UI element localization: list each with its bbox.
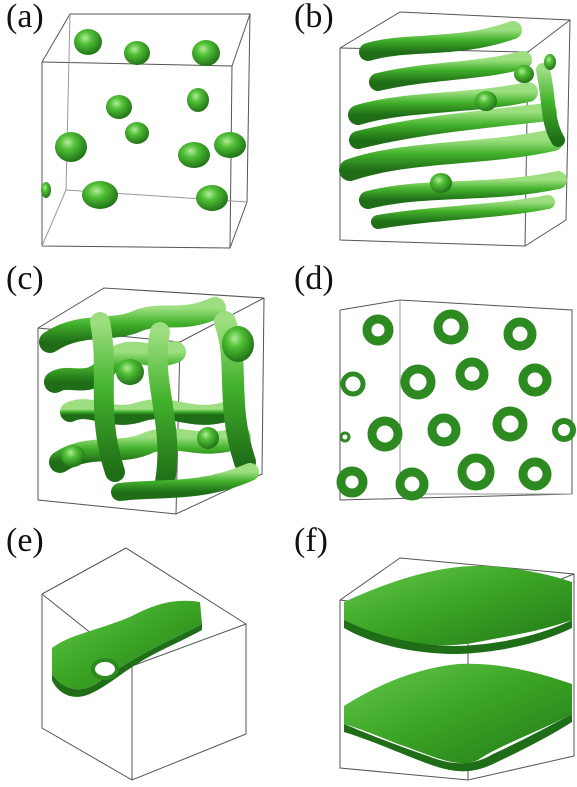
cylinder bbox=[536, 63, 565, 147]
panel-d: (d) bbox=[288, 262, 576, 524]
ring bbox=[518, 457, 552, 491]
ring bbox=[552, 418, 576, 442]
panel-a: (a) bbox=[0, 0, 288, 262]
cylinder bbox=[339, 129, 564, 181]
micelle bbox=[106, 95, 132, 119]
ring bbox=[395, 467, 429, 501]
cylinder bbox=[359, 171, 567, 209]
micelle bbox=[124, 41, 150, 65]
panel-e: (e) bbox=[0, 524, 288, 786]
cylinder bbox=[359, 21, 522, 61]
panel-e-figure bbox=[41, 547, 247, 781]
micelle bbox=[74, 29, 102, 55]
network-nodes bbox=[61, 326, 254, 467]
micelle bbox=[196, 185, 228, 211]
panel-d-figure bbox=[336, 299, 576, 501]
lamella-lower-edge bbox=[344, 714, 572, 772]
panel-b-figure bbox=[339, 11, 571, 247]
cylinder bbox=[371, 195, 555, 229]
micelle bbox=[178, 142, 210, 168]
micelle bbox=[125, 122, 149, 144]
panel-f: (f) bbox=[288, 524, 576, 786]
network-strut bbox=[147, 322, 178, 492]
panel-label-a: (a) bbox=[6, 0, 44, 35]
ring bbox=[455, 357, 489, 391]
cylinder-end bbox=[475, 91, 497, 111]
panel-label-e: (e) bbox=[6, 522, 44, 559]
panel-f-figure bbox=[339, 557, 575, 781]
network-node bbox=[61, 445, 85, 467]
micelle bbox=[214, 132, 246, 158]
lamella-hole bbox=[91, 658, 119, 680]
lamella bbox=[52, 600, 202, 697]
lamella-sheet bbox=[52, 600, 202, 690]
cylinder-end bbox=[544, 54, 556, 70]
cylinder bbox=[349, 103, 557, 149]
network-strut bbox=[90, 312, 125, 482]
network-strut bbox=[60, 399, 235, 425]
cylinder bbox=[348, 82, 538, 125]
simulation-box bbox=[339, 299, 573, 501]
ring bbox=[336, 466, 368, 498]
micelle bbox=[55, 132, 87, 162]
panel-c-figure bbox=[37, 287, 265, 515]
ring bbox=[433, 309, 469, 345]
micelle bbox=[41, 182, 51, 198]
rings bbox=[336, 309, 576, 501]
network-strut bbox=[111, 463, 259, 501]
lamella-upper-edge bbox=[344, 620, 572, 654]
lamella-upper bbox=[344, 565, 572, 646]
cylinder-end bbox=[430, 173, 452, 193]
panel-label-d: (d) bbox=[294, 260, 334, 297]
ring bbox=[518, 363, 552, 397]
ring bbox=[340, 371, 366, 397]
cylinder-end bbox=[514, 65, 534, 83]
network-node bbox=[222, 326, 254, 362]
panel-a-figure bbox=[41, 13, 251, 249]
ring bbox=[367, 416, 403, 452]
ring bbox=[457, 453, 495, 491]
cylinder-ends bbox=[430, 54, 556, 193]
lamella-lower bbox=[344, 663, 572, 764]
panel-b: (b) bbox=[288, 0, 576, 262]
panel-label-c: (c) bbox=[6, 260, 44, 297]
panel-c: (c) bbox=[0, 262, 288, 524]
lamella-rim bbox=[52, 624, 202, 697]
ring bbox=[339, 431, 351, 443]
ring bbox=[400, 364, 436, 400]
panel-label-b: (b) bbox=[294, 0, 334, 35]
network-node bbox=[116, 359, 144, 385]
micelle bbox=[192, 40, 220, 66]
cylinders bbox=[339, 21, 567, 229]
micelles bbox=[41, 29, 246, 211]
cylinder bbox=[369, 51, 532, 91]
lamellae bbox=[344, 565, 572, 772]
network-strut bbox=[39, 297, 226, 353]
ring bbox=[362, 314, 394, 346]
ring bbox=[427, 413, 461, 447]
network-node bbox=[197, 427, 219, 449]
ring bbox=[503, 317, 537, 351]
micelle bbox=[82, 181, 118, 209]
micelle bbox=[187, 88, 209, 112]
panel-label-f: (f) bbox=[294, 522, 328, 559]
ring bbox=[492, 406, 528, 442]
